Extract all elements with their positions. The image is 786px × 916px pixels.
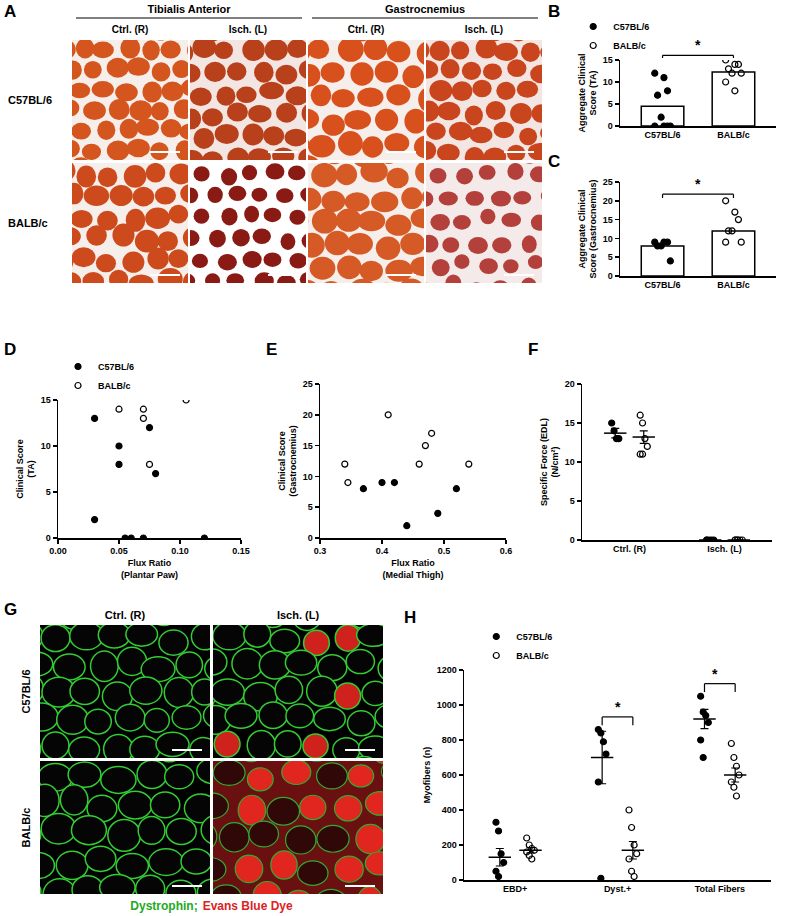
svg-text:BALB/c: BALB/c: [717, 280, 750, 290]
html-text:G: G: [4, 600, 18, 619]
svg-text:BALB/c: BALB/c: [516, 651, 549, 661]
svg-text:200: 200: [442, 840, 457, 850]
svg-text:600: 600: [442, 770, 457, 780]
svg-text:5: 5: [608, 252, 613, 262]
svg-text:Ctrl. (R): Ctrl. (R): [348, 24, 385, 35]
svg-text:Isch. (L): Isch. (L): [707, 544, 742, 554]
svg-text:Dystrophin;Evans Blue Dye: Dystrophin;Evans Blue Dye: [130, 899, 293, 913]
svg-text:Aggregate ClinicalScore (TA): Aggregate ClinicalScore (TA): [577, 53, 599, 132]
svg-text:Isch. (L): Isch. (L): [465, 24, 503, 35]
svg-text:10: 10: [603, 77, 613, 87]
svg-text:Clinical Score(Gastrocnemius): Clinical Score(Gastrocnemius): [277, 425, 299, 497]
svg-text:C57BL/6: C57BL/6: [645, 130, 681, 140]
svg-text:5: 5: [608, 99, 613, 109]
svg-text:0.00: 0.00: [49, 546, 67, 556]
svg-text:5: 5: [308, 502, 313, 512]
svg-text:0: 0: [608, 271, 613, 281]
svg-text:1200: 1200: [437, 665, 457, 675]
html-text:H: H: [404, 608, 417, 627]
svg-text:Specific Force (EDL)(N/cm²): Specific Force (EDL)(N/cm²): [539, 418, 561, 506]
svg-text:0.10: 0.10: [171, 546, 189, 556]
svg-text:5: 5: [570, 496, 575, 506]
svg-text:0.05: 0.05: [110, 546, 128, 556]
svg-text:BALB/c: BALB/c: [20, 808, 32, 848]
html-text:A: A: [4, 2, 17, 21]
svg-text:1000: 1000: [437, 700, 457, 710]
html-text:E: E: [266, 340, 278, 359]
svg-text:0: 0: [308, 533, 313, 543]
svg-text:5: 5: [46, 487, 51, 497]
svg-text:Gastrocnemius: Gastrocnemius: [385, 3, 465, 15]
svg-text:BALB/c: BALB/c: [98, 381, 131, 391]
svg-text:Ctrl. (R): Ctrl. (R): [613, 544, 646, 554]
svg-text:25: 25: [303, 379, 313, 389]
svg-text:C57BL/6: C57BL/6: [20, 669, 32, 713]
svg-text:0: 0: [570, 535, 575, 545]
svg-text:*: *: [695, 176, 701, 192]
html-text:C: C: [548, 152, 561, 171]
svg-text:25: 25: [603, 177, 613, 187]
svg-text:400: 400: [442, 805, 457, 815]
svg-text:10: 10: [41, 441, 51, 451]
svg-text:20: 20: [565, 379, 575, 389]
svg-text:Flux Ratio(Plantar Paw): Flux Ratio(Plantar Paw): [121, 558, 178, 580]
svg-text:15: 15: [603, 215, 613, 225]
svg-text:C57BL/6: C57BL/6: [516, 632, 552, 642]
svg-text:10: 10: [565, 457, 575, 467]
svg-text:EBD+: EBD+: [503, 884, 527, 894]
html-text:F: F: [528, 340, 539, 359]
svg-text:Flux Ratio(Medial Thigh): Flux Ratio(Medial Thigh): [383, 558, 444, 580]
svg-text:C57BL/6: C57BL/6: [645, 280, 681, 290]
html-text:D: D: [4, 340, 17, 359]
svg-text:C57BL/6: C57BL/6: [613, 22, 649, 32]
svg-text:20: 20: [303, 410, 313, 420]
svg-text:0.5: 0.5: [438, 546, 451, 556]
svg-text:15: 15: [565, 418, 575, 428]
svg-text:Clinical Score(TA): Clinical Score(TA): [15, 439, 37, 499]
svg-text:C57BL/6: C57BL/6: [8, 94, 52, 106]
svg-text:0.6: 0.6: [500, 546, 513, 556]
svg-text:Isch. (L): Isch. (L): [277, 609, 320, 621]
html-text:B: B: [548, 2, 561, 21]
svg-text:15: 15: [41, 395, 51, 405]
svg-text:Ctrl. (R): Ctrl. (R): [112, 24, 149, 35]
svg-text:0.3: 0.3: [314, 546, 327, 556]
svg-text:C57BL/6: C57BL/6: [98, 362, 134, 372]
svg-text:*: *: [615, 699, 621, 715]
svg-text:BALB/c: BALB/c: [613, 41, 646, 51]
svg-text:Aggregate ClinicalScore (Gastr: Aggregate ClinicalScore (Gastrocnemius): [577, 179, 599, 278]
svg-text:20: 20: [603, 196, 613, 206]
svg-text:10: 10: [603, 234, 613, 244]
svg-text:0.4: 0.4: [376, 546, 389, 556]
svg-text:0: 0: [608, 121, 613, 131]
svg-text:0.15: 0.15: [232, 546, 250, 556]
svg-text:0: 0: [46, 533, 51, 543]
svg-text:Tibialis Anterior: Tibialis Anterior: [147, 3, 231, 15]
svg-text:10: 10: [303, 472, 313, 482]
svg-text:*: *: [712, 666, 718, 682]
svg-text:15: 15: [303, 441, 313, 451]
svg-text:*: *: [695, 37, 701, 53]
svg-text:15: 15: [603, 55, 613, 65]
svg-text:Dyst.+: Dyst.+: [604, 884, 631, 894]
svg-text:Ctrl. (R): Ctrl. (R): [105, 609, 146, 621]
svg-text:Total Fibers: Total Fibers: [695, 884, 745, 894]
svg-text:800: 800: [442, 735, 457, 745]
svg-text:Isch. (L): Isch. (L): [229, 24, 267, 35]
svg-text:BALB/c: BALB/c: [8, 217, 48, 229]
svg-text:Myofibers (n): Myofibers (n): [422, 747, 432, 804]
svg-text:0: 0: [452, 875, 457, 885]
svg-text:BALB/c: BALB/c: [717, 130, 750, 140]
